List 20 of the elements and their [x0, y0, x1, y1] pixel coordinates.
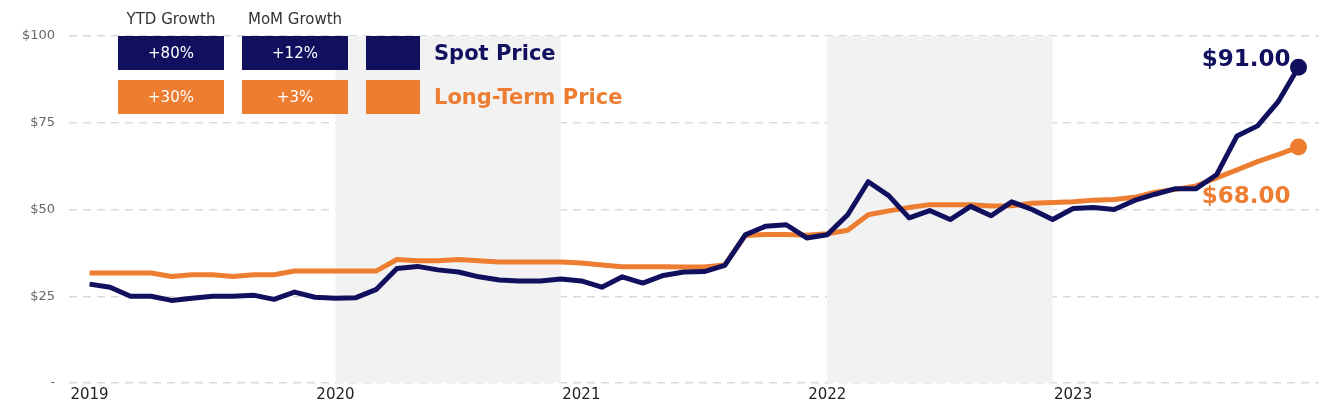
x-tick-label: 2019	[70, 384, 109, 403]
x-tick-label: 2020	[316, 384, 355, 403]
data-label: $68.00	[1201, 181, 1291, 208]
text: YTD Growth	[118, 10, 224, 28]
x-tick-label: 2022	[808, 384, 847, 403]
x-tick-label: 2021	[562, 384, 601, 403]
growth-tag: +80%	[118, 36, 224, 70]
growth-tag: +30%	[118, 80, 224, 114]
y-tick-label: $75	[30, 114, 56, 130]
y-tick-label: $100	[21, 27, 56, 43]
y-tick-label: $25	[30, 287, 56, 303]
y-tick-label: -	[50, 374, 56, 390]
growth-tag: +3%	[242, 80, 348, 114]
y-tick-label: $50	[30, 200, 56, 216]
legend-label: Spot Price	[434, 41, 556, 65]
legend-label: Long-Term Price	[434, 85, 623, 109]
data-label: $91.00	[1201, 44, 1291, 71]
text: MoM Growth	[242, 10, 348, 28]
x-tick-label: 2023	[1054, 384, 1093, 403]
growth-tag: +12%	[242, 36, 348, 70]
